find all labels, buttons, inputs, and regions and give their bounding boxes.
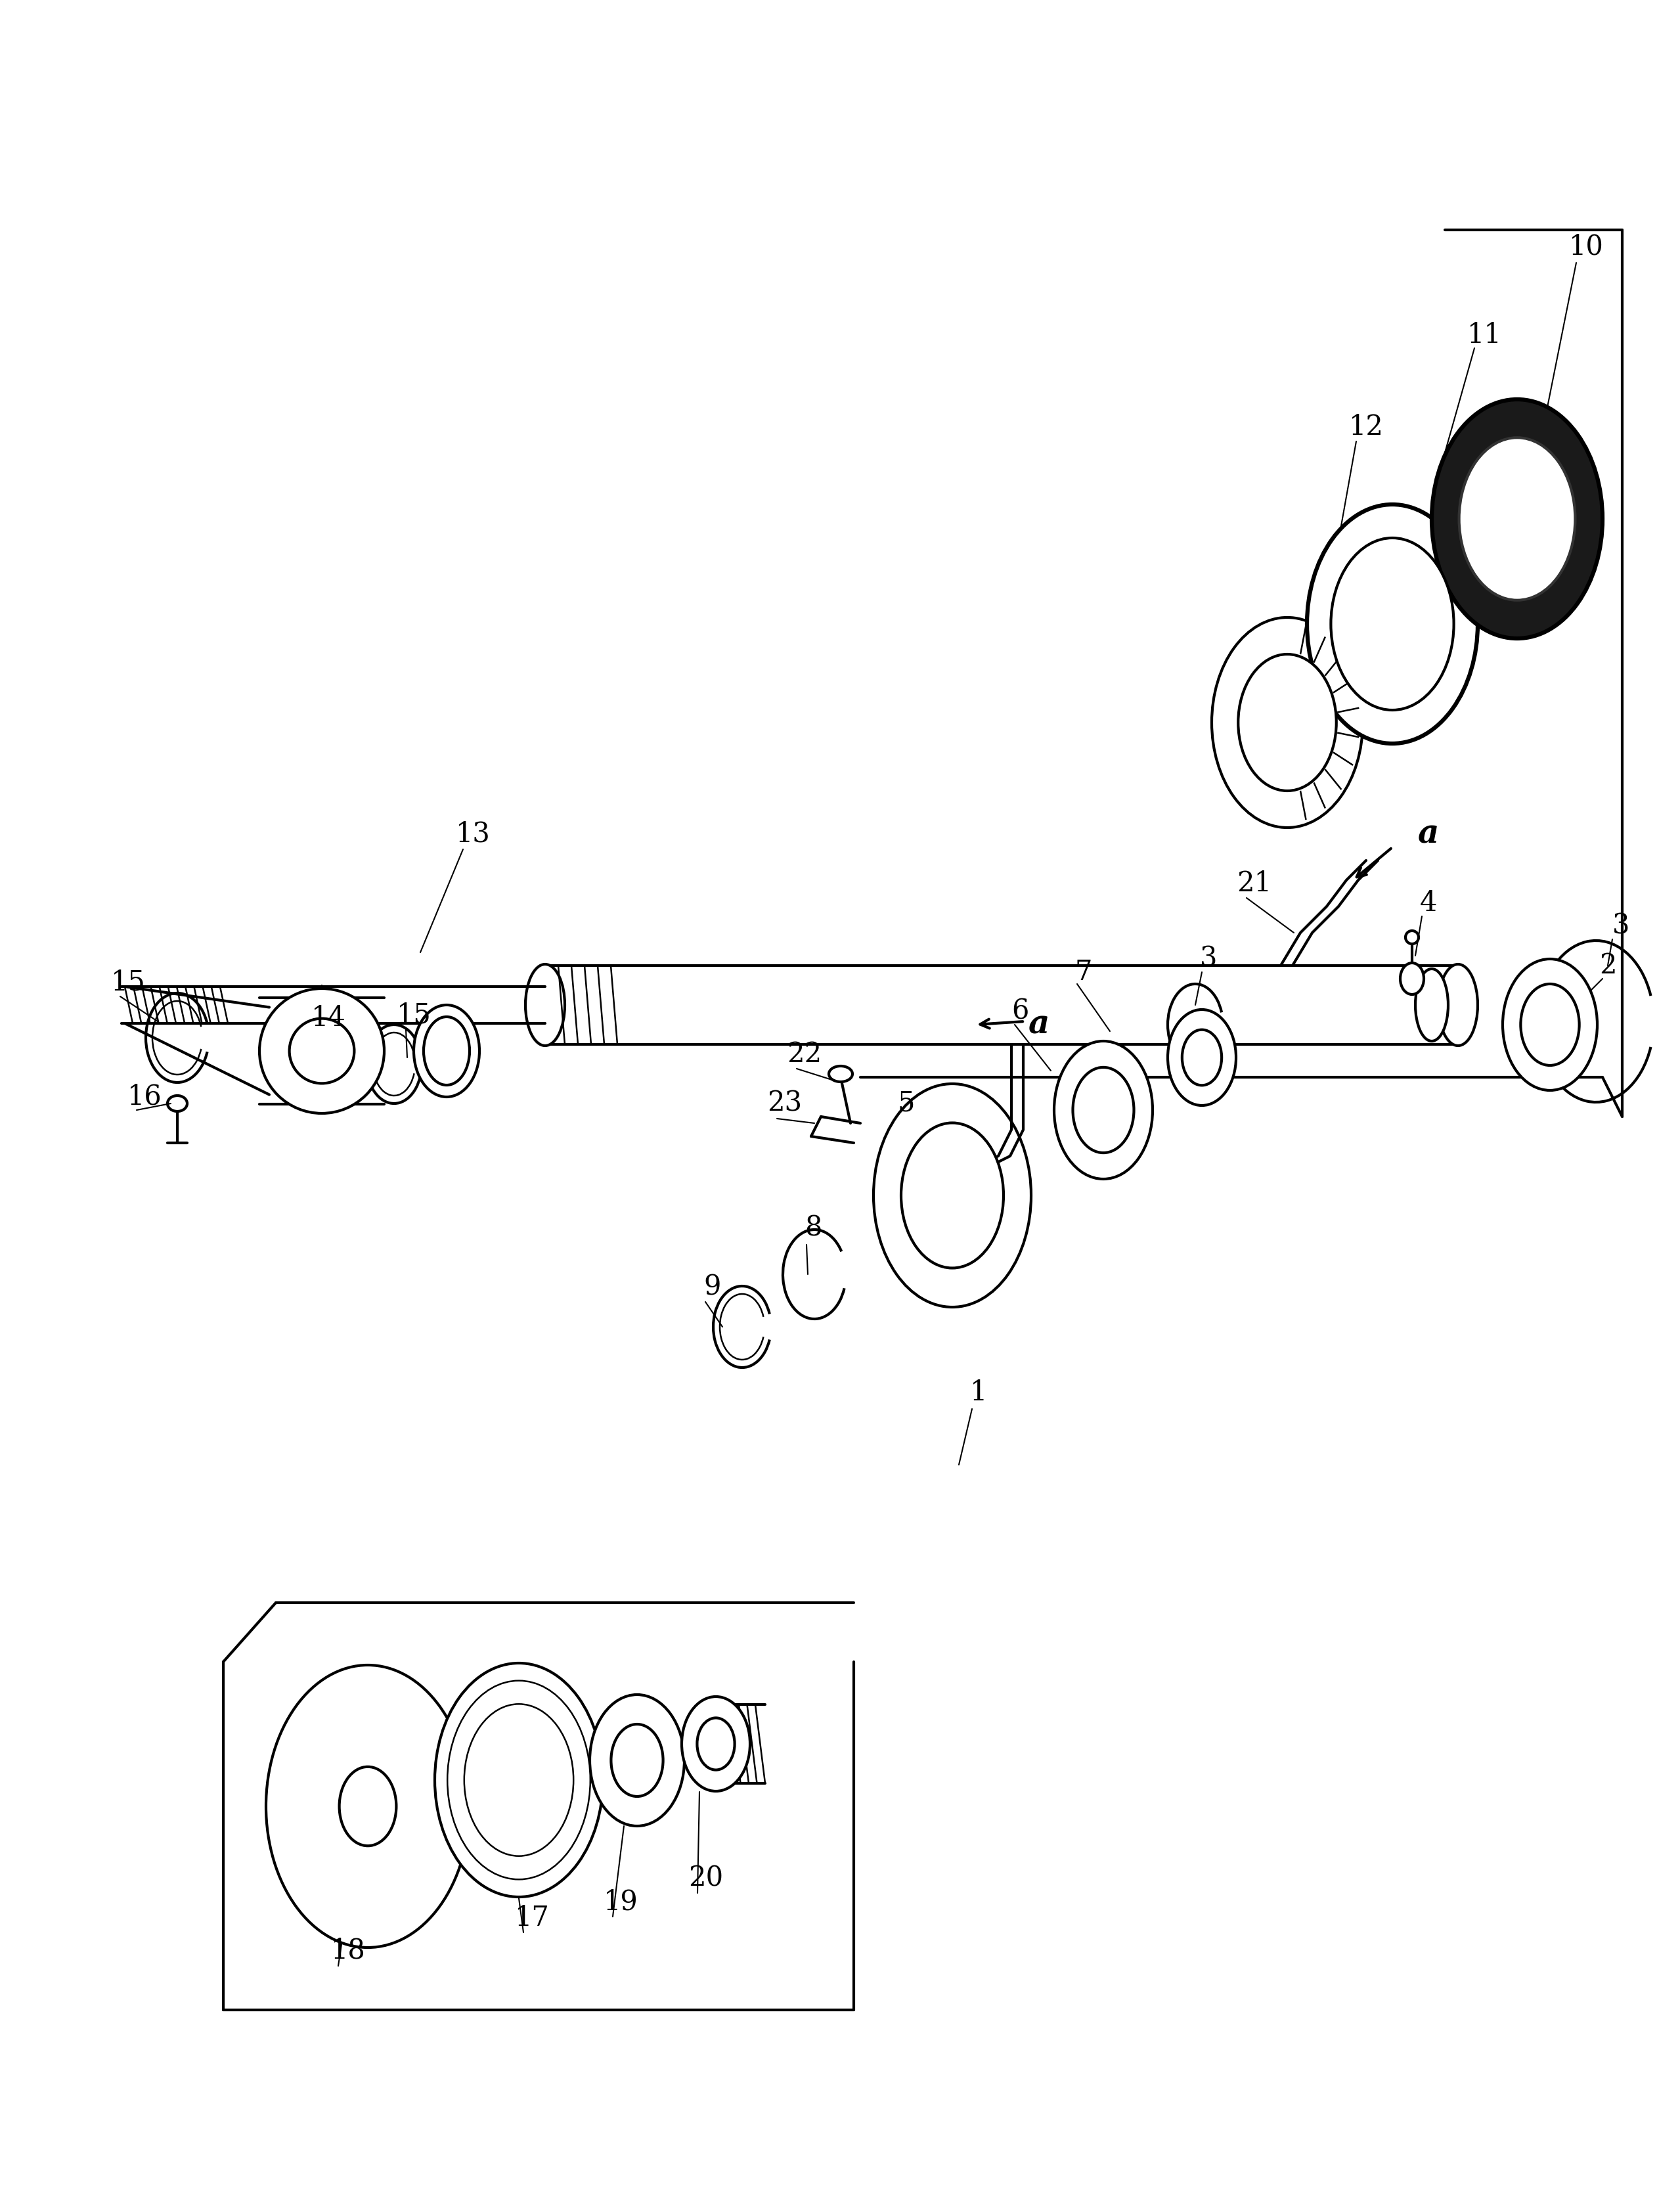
Ellipse shape <box>1406 931 1418 944</box>
Text: 22: 22 <box>786 1041 822 1067</box>
Text: 2: 2 <box>1599 953 1616 979</box>
Ellipse shape <box>526 964 564 1045</box>
Text: a: a <box>1028 1008 1050 1041</box>
Text: 12: 12 <box>1349 412 1383 441</box>
Text: 23: 23 <box>768 1089 803 1118</box>
Ellipse shape <box>1399 964 1425 994</box>
Ellipse shape <box>423 1017 470 1085</box>
Ellipse shape <box>1211 617 1362 827</box>
Ellipse shape <box>590 1696 684 1826</box>
Ellipse shape <box>435 1663 603 1896</box>
Ellipse shape <box>464 1704 573 1857</box>
Ellipse shape <box>259 988 385 1114</box>
Ellipse shape <box>828 1065 852 1083</box>
Text: 5: 5 <box>897 1089 916 1118</box>
Ellipse shape <box>1431 399 1603 639</box>
Ellipse shape <box>1331 538 1453 710</box>
Ellipse shape <box>289 1019 354 1083</box>
Text: 15: 15 <box>111 968 146 997</box>
Text: 11: 11 <box>1467 322 1502 348</box>
Text: 6: 6 <box>1011 997 1028 1025</box>
Ellipse shape <box>1307 505 1478 743</box>
Text: 14: 14 <box>311 1003 346 1032</box>
Text: 16: 16 <box>128 1083 161 1111</box>
Ellipse shape <box>168 1096 186 1111</box>
Ellipse shape <box>682 1696 749 1790</box>
Ellipse shape <box>339 1766 396 1846</box>
Text: 15: 15 <box>396 1001 432 1028</box>
Ellipse shape <box>265 1665 470 1947</box>
Ellipse shape <box>1458 437 1576 600</box>
Text: 9: 9 <box>704 1274 721 1301</box>
Ellipse shape <box>1053 1041 1152 1180</box>
Ellipse shape <box>612 1724 664 1797</box>
Ellipse shape <box>413 1005 479 1096</box>
Ellipse shape <box>1415 968 1448 1041</box>
Ellipse shape <box>900 1122 1003 1268</box>
Text: 20: 20 <box>689 1865 724 1892</box>
Ellipse shape <box>1520 983 1579 1065</box>
Text: 3: 3 <box>1200 946 1216 972</box>
Ellipse shape <box>697 1718 734 1771</box>
Text: 17: 17 <box>514 1905 549 1932</box>
Text: 4: 4 <box>1420 889 1436 917</box>
Ellipse shape <box>1074 1067 1134 1153</box>
Text: 1: 1 <box>969 1378 988 1407</box>
Ellipse shape <box>874 1085 1032 1308</box>
Ellipse shape <box>1168 1010 1236 1105</box>
Text: 13: 13 <box>455 820 491 849</box>
Text: 3: 3 <box>1613 913 1630 939</box>
Text: 18: 18 <box>331 1936 366 1965</box>
Text: 21: 21 <box>1236 869 1272 897</box>
Text: a: a <box>1418 818 1440 851</box>
Ellipse shape <box>447 1680 590 1879</box>
Ellipse shape <box>1438 964 1478 1045</box>
Ellipse shape <box>1183 1030 1221 1085</box>
Ellipse shape <box>1502 959 1598 1089</box>
Text: 8: 8 <box>805 1215 822 1241</box>
Text: 10: 10 <box>1569 232 1603 260</box>
Text: 19: 19 <box>603 1887 638 1916</box>
Ellipse shape <box>1238 655 1336 792</box>
Text: 7: 7 <box>1075 959 1092 986</box>
